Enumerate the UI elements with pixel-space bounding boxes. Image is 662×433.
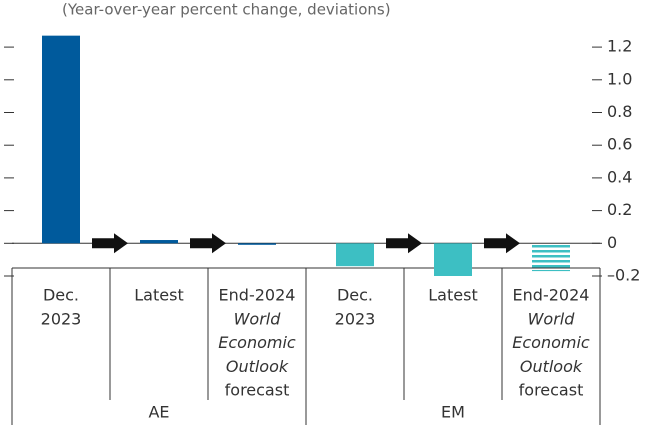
x-tick-label: Outlook [226, 357, 289, 376]
chart-subtitle: (Year-over-year percent change, deviatio… [62, 1, 391, 19]
x-tick-label: Economic [218, 333, 296, 352]
x-tick-label: End-2024 [513, 286, 590, 305]
x-tick-label: 2023 [335, 309, 376, 328]
y-tick-label: 0 [607, 233, 617, 252]
x-tick-label: forecast [519, 381, 584, 400]
x-tick-label: forecast [225, 381, 290, 400]
x-tick-label: World [234, 309, 282, 328]
bar [336, 243, 374, 267]
arrow [92, 233, 128, 254]
x-tick-label: End-2024 [219, 286, 296, 305]
x-tick-label: Outlook [520, 357, 583, 376]
x-tick-label: Dec. [337, 286, 373, 305]
y-tick-label: 1.0 [607, 69, 632, 88]
y-tick-label: 0.2 [607, 200, 632, 219]
arrow [190, 233, 226, 254]
y-tick-label: 0.4 [607, 167, 632, 186]
y-tick-label: –0.2 [607, 266, 640, 285]
y-tick-label: 0.8 [607, 102, 632, 121]
x-tick-label: Dec. [43, 286, 79, 305]
x-tick-label: World [528, 309, 576, 328]
bar [140, 240, 178, 244]
group-label: AE [148, 403, 169, 422]
group-label: EM [441, 403, 465, 422]
bar [42, 35, 80, 244]
x-tick-label: Latest [428, 286, 477, 305]
x-tick-label: Economic [512, 333, 590, 352]
arrow [386, 233, 422, 254]
arrow [484, 233, 520, 254]
x-tick-label: 2023 [41, 309, 82, 328]
bar [238, 243, 276, 245]
bar [532, 243, 570, 272]
y-tick-label: 0.6 [607, 135, 632, 154]
x-tick-label: Latest [134, 286, 183, 305]
bar [434, 243, 472, 276]
y-tick-label: 1.2 [607, 37, 632, 56]
